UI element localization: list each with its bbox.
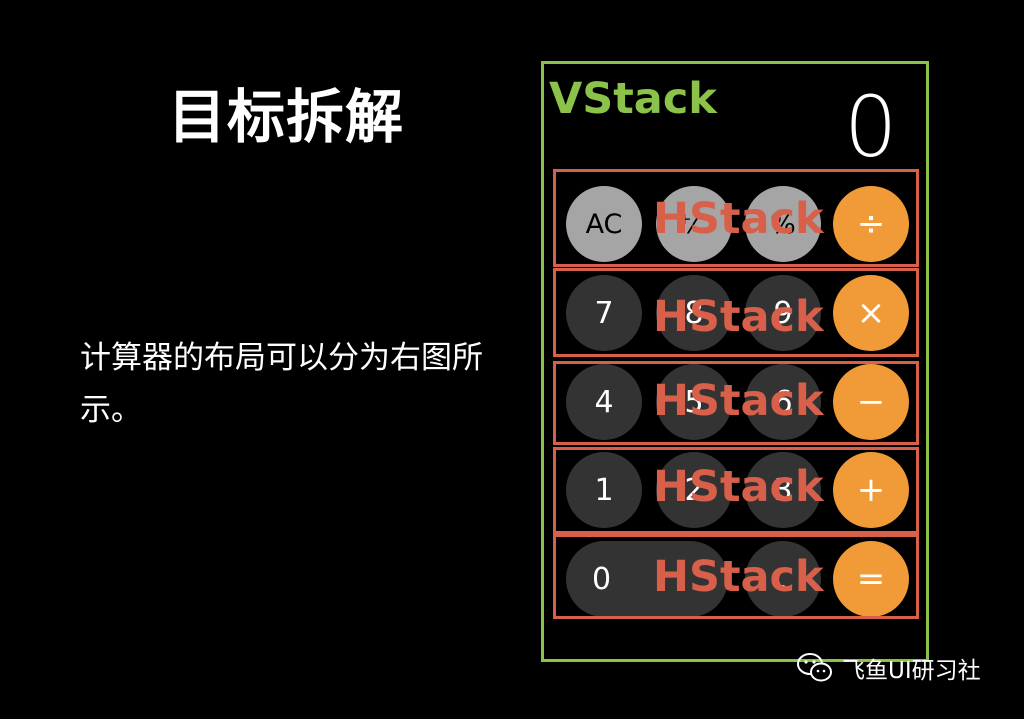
button-ac[interactable]: AC	[566, 186, 642, 262]
button-3[interactable]: 3	[745, 452, 821, 528]
hstack-label-row-3: HStack	[653, 376, 824, 426]
slide-description: 计算器的布局可以分为右图所示。	[80, 340, 483, 428]
hstack-label-row-4: HStack	[653, 462, 824, 512]
button-percent[interactable]: %	[745, 186, 821, 262]
watermark: 飞鱼UI研习社	[796, 651, 981, 685]
button-5[interactable]: 5	[656, 364, 732, 440]
button-9[interactable]: 9	[745, 275, 821, 351]
hstack-box-row-5	[553, 534, 919, 619]
hstack-box-row-2	[553, 268, 919, 357]
button-equals[interactable]: =	[833, 541, 909, 617]
vstack-label: VStack	[549, 74, 717, 124]
vstack-box	[541, 61, 929, 662]
hstack-box-row-4	[553, 447, 919, 534]
hstack-label-row-5: HStack	[653, 552, 824, 602]
hstack-box-row-1	[553, 169, 919, 267]
button-multiply[interactable]: ×	[833, 275, 909, 351]
button-2[interactable]: 2	[656, 452, 732, 528]
button-0[interactable]: 0	[566, 541, 728, 617]
button-7[interactable]: 7	[566, 275, 642, 351]
button-minus[interactable]: −	[833, 364, 909, 440]
button-6[interactable]: 6	[745, 364, 821, 440]
wechat-icon	[797, 653, 832, 682]
hstack-box-row-3	[553, 361, 919, 445]
button-4[interactable]: 4	[566, 364, 642, 440]
hstack-label-row-1: HStack	[653, 194, 824, 244]
button-1[interactable]: 1	[566, 452, 642, 528]
calculator-display: 0	[844, 78, 898, 176]
hstack-label-row-2: HStack	[653, 292, 824, 342]
button-plus[interactable]: +	[833, 452, 909, 528]
watermark-text: 飞鱼UI研习社	[842, 658, 981, 684]
button-divide[interactable]: ÷	[833, 186, 909, 262]
button-8[interactable]: 8	[656, 275, 732, 351]
button-plus-minus[interactable]: ⁺⁄₋	[656, 186, 732, 262]
slide-title: 目标拆解	[168, 83, 405, 151]
button-decimal[interactable]: .	[745, 541, 821, 617]
